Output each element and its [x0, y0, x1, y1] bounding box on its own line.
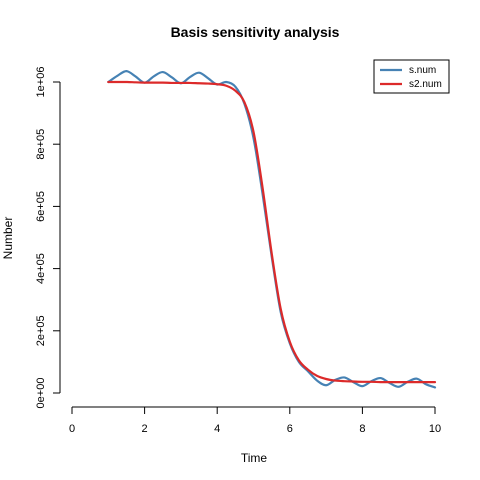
y-tick-label: 4e+05: [35, 253, 47, 284]
y-tick-label: 1e+06: [35, 67, 47, 98]
x-axis-ticks: 0 2 4 6 8 10: [69, 407, 441, 435]
x-tick-label: 0: [69, 423, 75, 435]
x-tick-label: 4: [214, 423, 220, 435]
legend: s.num s2.num: [373, 59, 450, 94]
x-tick-label: 6: [287, 423, 293, 435]
legend-box: [373, 59, 450, 94]
y-tick-label: 6e+05: [35, 191, 47, 222]
series-layer: [107, 70, 437, 389]
x-axis-label: Time: [241, 451, 268, 465]
y-axis-label: Number: [1, 217, 15, 260]
x-tick-label: 2: [142, 423, 148, 435]
legend-label-s2-num: s2.num: [409, 79, 442, 90]
y-axis-ticks: 0e+00 2e+05 4e+05 6e+05 8e+05 1e+06: [35, 67, 60, 409]
legend-label-s-num: s.num: [409, 65, 436, 76]
x-tick-label: 10: [429, 423, 441, 435]
y-tick-label: 0e+00: [35, 378, 47, 409]
y-tick-label: 8e+05: [35, 129, 47, 160]
y-tick-label: 2e+05: [35, 315, 47, 346]
chart-title: Basis sensitivity analysis: [171, 24, 340, 40]
x-tick-label: 8: [359, 423, 365, 435]
series-line-s2-num: [107, 80, 437, 384]
